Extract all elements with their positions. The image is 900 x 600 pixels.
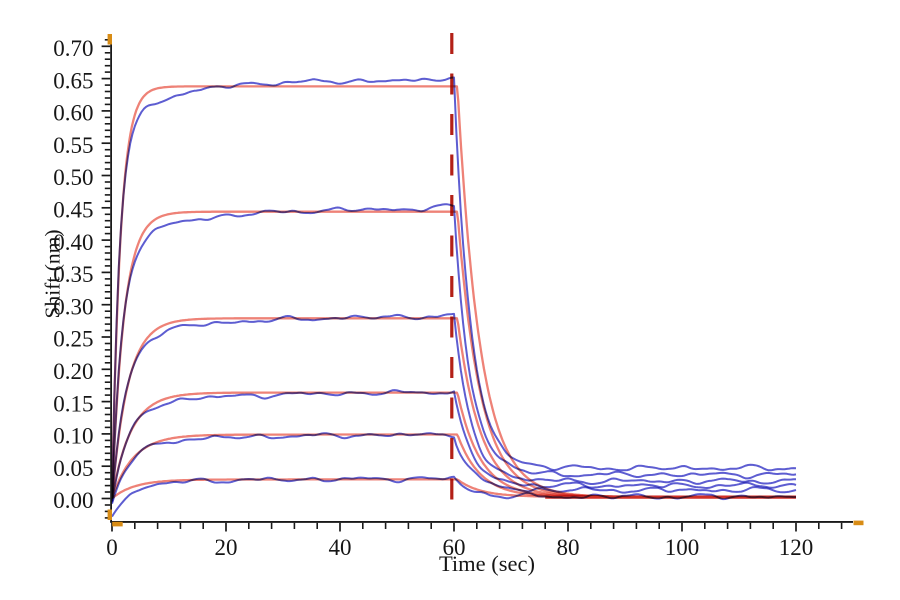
svg-text:0.35: 0.35	[53, 262, 93, 287]
svg-text:80: 80	[557, 535, 580, 560]
svg-text:0.55: 0.55	[53, 133, 93, 158]
svg-text:0.70: 0.70	[53, 36, 93, 61]
svg-text:0.25: 0.25	[53, 327, 93, 352]
svg-text:0.20: 0.20	[53, 359, 93, 384]
svg-text:0.00: 0.00	[53, 488, 93, 513]
svg-text:0.15: 0.15	[53, 391, 93, 416]
svg-text:Shift (nm): Shift (nm)	[41, 230, 65, 319]
svg-text:0.40: 0.40	[53, 230, 93, 255]
svg-text:0.10: 0.10	[53, 424, 93, 449]
svg-text:0.45: 0.45	[53, 198, 93, 223]
svg-text:0.65: 0.65	[53, 68, 93, 93]
svg-text:Time (sec): Time (sec)	[439, 551, 535, 576]
svg-text:120: 120	[779, 535, 814, 560]
svg-text:0.30: 0.30	[53, 294, 93, 319]
svg-text:0.05: 0.05	[53, 456, 93, 481]
svg-text:100: 100	[665, 535, 700, 560]
svg-text:40: 40	[329, 535, 352, 560]
svg-text:0.60: 0.60	[53, 101, 93, 126]
svg-text:0.50: 0.50	[53, 165, 93, 190]
svg-text:20: 20	[215, 535, 238, 560]
svg-text:0: 0	[106, 535, 118, 560]
svg-text:60: 60	[443, 535, 466, 560]
